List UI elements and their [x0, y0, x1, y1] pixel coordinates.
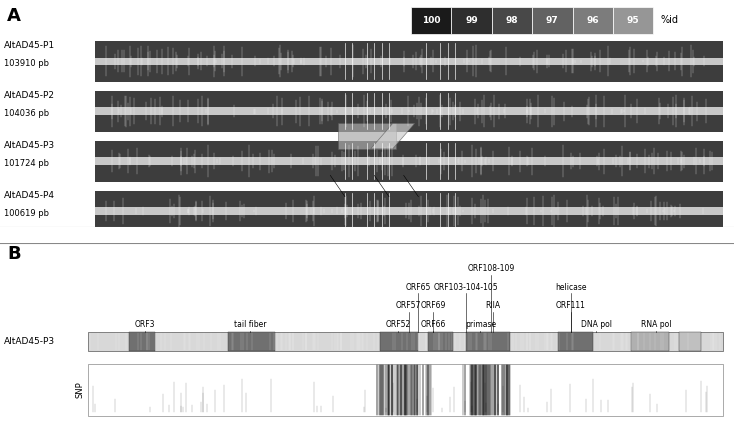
Bar	[95, 108, 723, 115]
Text: 100: 100	[422, 16, 440, 25]
Text: 104036 pb: 104036 pb	[4, 109, 48, 118]
Text: ORF69: ORF69	[420, 301, 446, 310]
Bar	[466, 332, 510, 351]
Bar	[95, 207, 723, 214]
Text: 95: 95	[627, 16, 639, 25]
Text: RIIA: RIIA	[486, 301, 501, 310]
Bar	[380, 332, 418, 351]
Text: %id: %id	[661, 15, 679, 25]
Text: AltAD45-P1: AltAD45-P1	[4, 41, 55, 50]
Bar	[428, 332, 453, 351]
Bar	[88, 364, 723, 416]
Text: AltAD45-P3: AltAD45-P3	[4, 141, 55, 150]
Text: ORF65: ORF65	[406, 283, 431, 292]
Text: ORF111: ORF111	[556, 301, 586, 310]
Bar	[95, 41, 723, 82]
Bar	[95, 91, 723, 132]
Bar	[95, 141, 723, 181]
Text: AltAD45-P4: AltAD45-P4	[4, 190, 54, 199]
Text: 101724 pb: 101724 pb	[4, 159, 48, 168]
Text: 100619 pb: 100619 pb	[4, 209, 48, 218]
Text: primase: primase	[465, 320, 496, 329]
Text: ORF57: ORF57	[396, 301, 421, 310]
FancyBboxPatch shape	[573, 7, 613, 34]
Text: RNA pol: RNA pol	[641, 320, 672, 329]
Bar	[95, 157, 723, 165]
Text: helicase: helicase	[555, 283, 586, 292]
Bar	[88, 332, 723, 351]
Text: A: A	[7, 7, 21, 25]
Text: tail fiber: tail fiber	[233, 320, 266, 329]
Text: ORF3: ORF3	[135, 320, 156, 329]
Text: 96: 96	[586, 16, 599, 25]
Text: SNP: SNP	[76, 382, 84, 399]
Bar	[678, 332, 701, 351]
Text: ORF103-104-105: ORF103-104-105	[434, 283, 498, 292]
Text: 103910 pb: 103910 pb	[4, 59, 48, 68]
FancyBboxPatch shape	[532, 7, 573, 34]
Text: DNA pol: DNA pol	[581, 320, 611, 329]
Bar	[631, 332, 669, 351]
Polygon shape	[371, 124, 415, 149]
Bar	[95, 190, 723, 231]
FancyBboxPatch shape	[451, 7, 492, 34]
Text: AltAD45-P2: AltAD45-P2	[4, 91, 54, 100]
FancyBboxPatch shape	[492, 7, 532, 34]
Bar	[228, 332, 275, 351]
Text: 97: 97	[546, 16, 559, 25]
FancyBboxPatch shape	[411, 7, 451, 34]
Bar	[558, 332, 593, 351]
Text: 98: 98	[506, 16, 518, 25]
Text: AltAD45-P3: AltAD45-P3	[4, 337, 55, 346]
Text: B: B	[7, 245, 21, 263]
Text: ORF66: ORF66	[420, 320, 446, 329]
Text: 99: 99	[465, 16, 478, 25]
Text: ORF108-109: ORF108-109	[468, 264, 515, 273]
FancyBboxPatch shape	[613, 7, 653, 34]
Polygon shape	[338, 124, 396, 149]
Text: ORF52: ORF52	[385, 320, 410, 329]
Bar	[129, 332, 155, 351]
Bar	[95, 57, 723, 65]
